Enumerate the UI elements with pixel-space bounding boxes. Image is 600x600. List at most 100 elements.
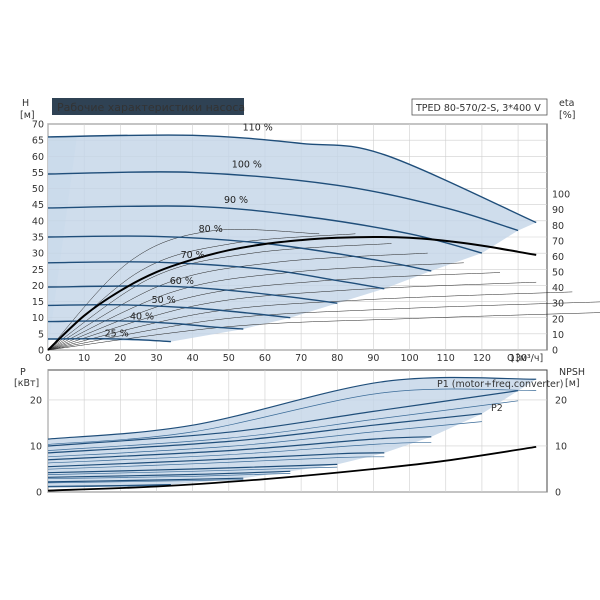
y-tick-label-right: 50 [552,268,564,279]
y-tick-label-right: 0 [552,346,558,357]
x-tick-label: 100 [401,353,419,364]
bottom-panel-curves [47,376,537,492]
system-curve [47,291,573,351]
y-tick-label-left: 35 [32,233,44,244]
speed-label: 100 % [232,160,262,171]
npsh-curve [47,446,537,492]
power-p2-curve [47,388,537,445]
y-tick-label-right: 20 [552,314,564,325]
chart-title: Рабочие характеристики насоса [57,101,245,114]
y-tick-label-left: 65 [32,136,44,147]
power-p2-curve [47,473,291,480]
speed-curve [47,261,385,290]
x-tick-label: 50 [223,353,235,364]
y-tick-label-left: 0 [38,346,44,357]
x-tick-label: 20 [114,353,126,364]
speed-curve [47,134,537,224]
power-curve [47,413,482,454]
y-tick-label-right: 10 [552,330,564,341]
x-tick-label: 110 [437,353,455,364]
speed-label: 90 % [224,195,248,206]
power-curve [47,477,244,483]
y-tick-label-right: 100 [552,190,570,201]
power-p2-curve [47,441,432,464]
model-label: TPED 80-570/2-S, 3*400 V [415,103,541,114]
y-tick-label-left: 25 [32,265,44,276]
x-tick-label: 0 [45,353,51,364]
y-tick-label-right: 20 [555,395,567,406]
y-tick-label-right: 40 [552,283,564,294]
y-tick-label-left: 40 [32,216,44,227]
power-p2-curve [47,400,519,451]
y-tick-label-right: 60 [552,252,564,263]
speed-curve [47,235,432,272]
y-tick-label-left: 0 [36,488,42,499]
x-tick-label: 60 [259,353,271,364]
y-tick-label-right: 10 [555,441,567,452]
y-axis-label-right: eta [559,98,574,109]
top-panel-labels: 0 10 20 30 40 50 60 70 80 90 100 110 120 130051015202… [20,98,575,364]
speed-label: 110 % [243,122,273,133]
speed-label: 25 % [105,328,129,339]
power-p2-curve [47,479,244,484]
x-tick-label: 130 [509,353,527,364]
x-axis-unit: [м³/ч] [516,353,543,364]
bottom-panel-labels: 0 10 20 0 10 20 P[кВт] NPSH[м]P1 (motor+freq.co… [14,367,585,499]
efficiency-curve [47,235,537,351]
y-tick-label-left: 20 [32,281,44,292]
power-curve [47,484,171,488]
x-axis-label: Q [507,353,514,364]
system-curve [47,252,428,351]
system-curve [47,301,600,351]
y-tick-label-left: 5 [38,329,44,340]
x-tick-label: 90 [367,353,379,364]
y-tick-label-right: 80 [552,221,564,232]
legend-p2: P2 [491,403,503,414]
speed-label: 60 % [170,276,194,287]
power-curve [47,436,432,461]
power-p2-curve [47,421,482,458]
speed-curve [47,320,244,330]
speed-curve [47,205,483,254]
speed-curve [47,337,171,343]
y-tick-label-right: 0 [555,488,561,499]
y-tick-label-left: 60 [32,152,44,163]
y-axis-label-right: NPSH [559,367,585,378]
speed-curve [47,285,338,304]
system-curve [47,312,600,351]
y-tick-label-left: 20 [30,395,42,406]
bottom-panel-operating-area [48,377,537,487]
power-curve [47,452,385,468]
x-tick-label: 70 [295,353,307,364]
y-tick-label-left: 45 [32,200,44,211]
y-tick-label-left: 50 [32,184,44,195]
top-panel-operating-area [48,135,537,342]
model-box [411,98,548,116]
speed-curve [47,171,519,232]
speed-label: 70 % [181,250,205,261]
speed-curve [47,304,291,319]
y-axis-label-left: P [20,367,26,378]
y-tick-label-right: 70 [552,236,564,247]
y-axis-unit-right: [%] [559,110,575,121]
power-curve [47,470,291,478]
x-tick-label: 80 [331,353,343,364]
y-axis-unit-left: [м] [20,110,35,121]
system-curve [47,272,501,351]
y-tick-label-left: 15 [32,297,44,308]
x-tick-label: 30 [150,353,162,364]
y-tick-label-left: 55 [32,168,44,179]
y-tick-label-right: 90 [552,205,564,216]
power-operating-area [48,377,537,487]
power-curve [47,376,537,440]
title-box [52,98,244,115]
speed-label: 80 % [199,224,223,235]
y-tick-label-left: 10 [32,313,44,324]
top-panel-curves [47,134,600,351]
y-axis-label-left: H [22,98,29,109]
x-tick-label: 40 [187,353,199,364]
system-curve [47,243,392,351]
speed-label: 50 % [152,295,176,306]
